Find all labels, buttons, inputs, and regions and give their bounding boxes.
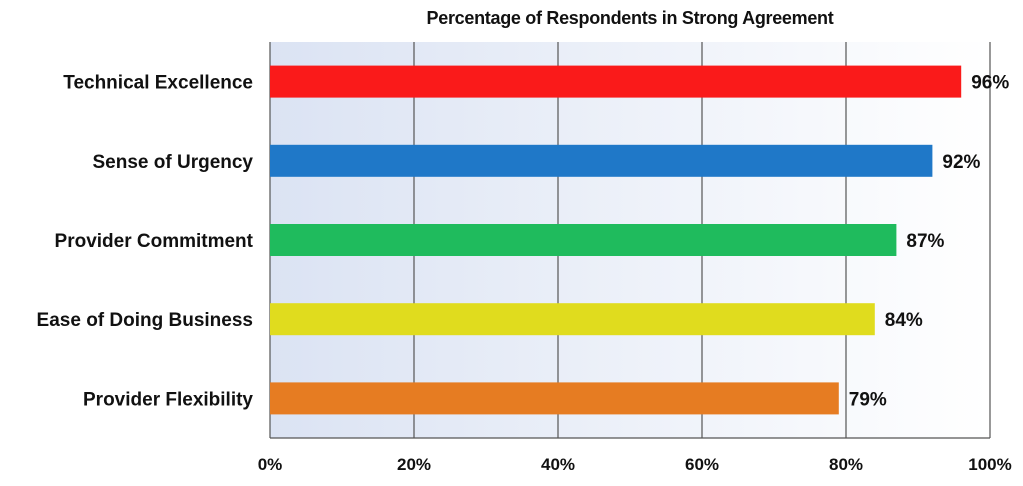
category-label: Technical Excellence [63, 73, 253, 94]
x-tick-label: 100% [968, 455, 1011, 474]
bar [270, 224, 897, 256]
category-label: Ease of Doing Business [37, 310, 253, 331]
value-labels: 96% 92% 87% 84% 79% [849, 73, 1010, 411]
value-label: 84% [885, 310, 923, 331]
x-tick-label: 60% [685, 455, 719, 474]
category-labels: Technical Excellence Sense of Urgency Prov… [37, 73, 254, 411]
value-label: 79% [849, 389, 887, 410]
bar [270, 303, 875, 336]
value-label: 96% [971, 73, 1009, 94]
category-label: Sense of Urgency [93, 152, 254, 173]
chart-title: Percentage of Respondents in Strong Agre… [426, 8, 834, 28]
value-label: 92% [942, 152, 980, 173]
category-label: Provider Commitment [55, 231, 254, 252]
x-axis-ticks: 0% 20% 40% 60% 80% 100% [258, 455, 1012, 474]
x-tick-label: 80% [829, 455, 863, 474]
x-tick-label: 20% [397, 455, 431, 474]
bar [270, 382, 839, 415]
bar [270, 144, 933, 177]
x-tick-label: 40% [541, 455, 575, 474]
bars [270, 65, 962, 415]
bar [270, 65, 962, 98]
category-label: Provider Flexibility [83, 389, 253, 410]
value-label: 87% [906, 231, 944, 252]
x-tick-label: 0% [258, 455, 283, 474]
